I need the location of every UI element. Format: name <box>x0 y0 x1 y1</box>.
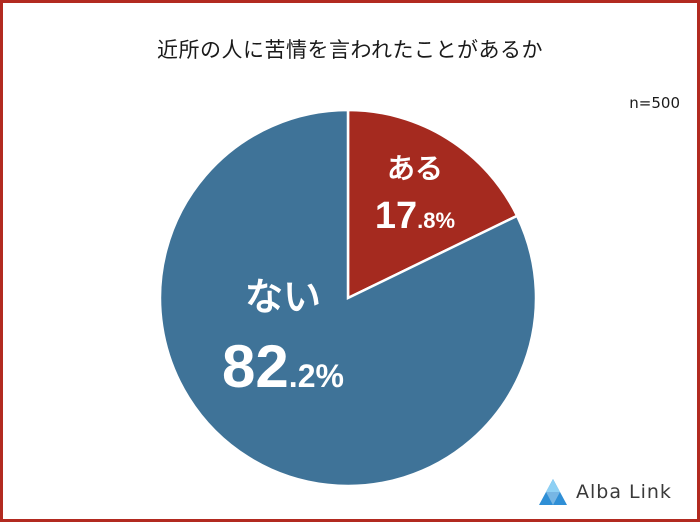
brand-logo: Alba Link <box>538 478 672 506</box>
slice-value-aru: 17.8% <box>375 195 455 237</box>
slice-label-nai: ない <box>245 275 321 319</box>
sample-size-label: n=500 <box>629 94 680 112</box>
brand-name: Alba Link <box>576 481 672 503</box>
pie-slice-nai <box>158 108 538 488</box>
chart-title: 近所の人に苦情を言われたことがあるか <box>157 38 543 62</box>
pie-slice-aru <box>346 108 519 300</box>
slice-label-aru: ある <box>387 152 443 185</box>
slice-value-nai: 82.2% <box>222 333 344 400</box>
alba-link-logo-icon <box>539 479 567 505</box>
